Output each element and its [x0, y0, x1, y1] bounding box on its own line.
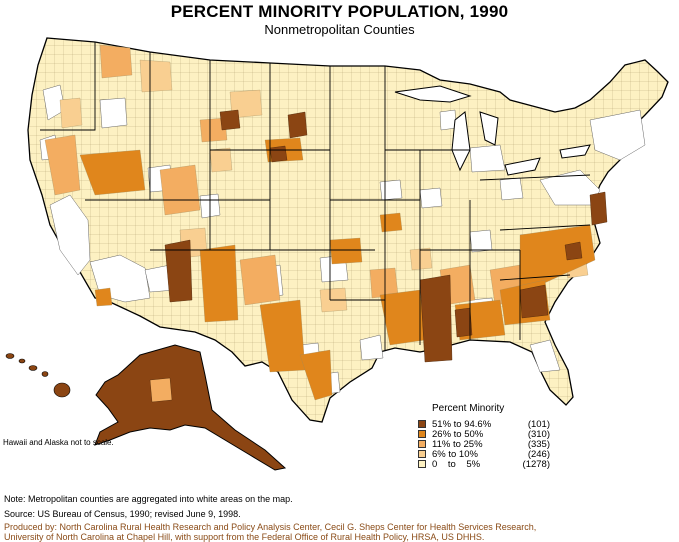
legend-count: (335) — [527, 438, 550, 450]
inset-scale-note: Hawaii and Alaska not to scale. — [3, 438, 114, 447]
legend-title: Percent Minority — [432, 403, 505, 414]
legend-range: 26% to 50% — [432, 428, 484, 440]
legend-range: 11% to 25% — [432, 438, 483, 450]
producer-line: Produced by: North Carolina Rural Health… — [4, 522, 537, 532]
legend-swatch — [418, 430, 426, 438]
legend-range: 6% to 10% — [432, 448, 478, 460]
map-subtitle: Nonmetropolitan Counties — [264, 22, 415, 37]
producer-line: University of North Carolina at Chapel H… — [4, 532, 485, 542]
legend-count: (1278) — [522, 458, 550, 470]
legend: Percent Minority 51% to 94.6% (101) 26% … — [418, 403, 550, 470]
legend-swatch — [418, 450, 426, 458]
counties-51-94 — [164, 109, 608, 363]
state-boundaries — [40, 42, 591, 350]
metro-note: Note: Metropolitan counties are aggregat… — [4, 494, 293, 504]
legend-item: 11% to 25% (335) — [418, 438, 550, 450]
legend-swatch — [418, 460, 426, 468]
alaska-region — [149, 377, 173, 403]
great-lakes — [394, 85, 591, 176]
counties-6-10 — [59, 59, 589, 313]
legend-swatch — [418, 420, 426, 428]
legend-item: 6% to 10% (246) — [418, 448, 550, 460]
alaska-shape — [94, 344, 287, 471]
legend-item: 26% to 50% (310) — [418, 428, 550, 440]
source-note: Source: US Bureau of Census, 1990; revis… — [4, 509, 241, 519]
legend-swatch — [418, 440, 426, 448]
legend-range: 0 to 5% — [432, 458, 481, 470]
legend-item: 51% to 94.6% (101) — [418, 418, 550, 430]
legend-range: 51% to 94.6% — [432, 418, 492, 430]
counties-11-25 — [44, 44, 526, 306]
map-title: PERCENT MINORITY POPULATION, 1990 — [170, 2, 509, 21]
legend-count: (101) — [527, 418, 550, 430]
producer-credit: Produced by: North Carolina Rural Health… — [4, 522, 536, 542]
hawaii-islands — [5, 353, 71, 398]
legend-item: 0 to 5% (1278) — [418, 458, 550, 470]
contiguous-us-shape — [27, 37, 669, 423]
legend-count: (246) — [527, 448, 550, 460]
legend-count: (310) — [527, 428, 550, 440]
